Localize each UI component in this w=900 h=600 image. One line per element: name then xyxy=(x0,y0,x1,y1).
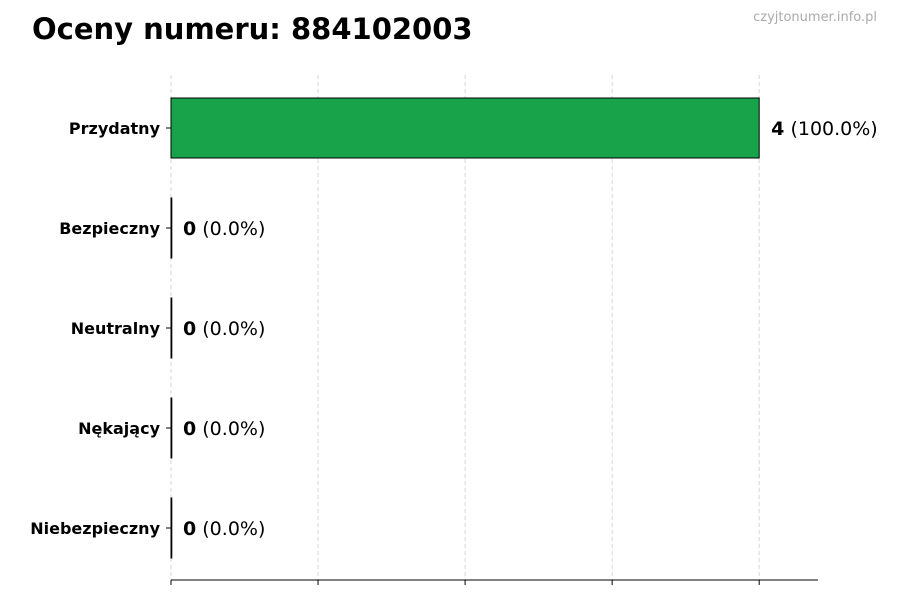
data-label: 4 (100.0%) xyxy=(771,118,878,140)
chart-title: Oceny numeru: 884102003 xyxy=(32,12,473,46)
bar xyxy=(170,197,173,259)
bar xyxy=(170,497,173,559)
data-label-percent: (100.0%) xyxy=(784,118,877,140)
category-label: Niebezpieczny xyxy=(30,519,160,538)
data-label: 0 (0.0%) xyxy=(183,218,265,240)
data-label-percent: (0.0%) xyxy=(196,318,265,340)
category-label: Nękający xyxy=(78,419,160,438)
bar xyxy=(170,397,173,459)
data-label-value: 0 xyxy=(183,218,196,240)
data-label-value: 0 xyxy=(183,518,196,540)
data-label: 0 (0.0%) xyxy=(183,518,265,540)
data-label: 0 (0.0%) xyxy=(183,318,265,340)
data-label-percent: (0.0%) xyxy=(196,418,265,440)
data-label-percent: (0.0%) xyxy=(196,518,265,540)
data-label-percent: (0.0%) xyxy=(196,218,265,240)
watermark: czyjtonumer.info.pl xyxy=(753,10,877,25)
data-label-value: 0 xyxy=(183,318,196,340)
data-label-value: 0 xyxy=(183,418,196,440)
bar xyxy=(170,297,173,359)
category-label: Bezpieczny xyxy=(59,219,160,238)
category-label: Przydatny xyxy=(69,119,161,138)
bar xyxy=(170,97,760,159)
category-label: Neutralny xyxy=(71,319,161,338)
data-label-value: 4 xyxy=(771,118,784,140)
data-label: 0 (0.0%) xyxy=(183,418,265,440)
